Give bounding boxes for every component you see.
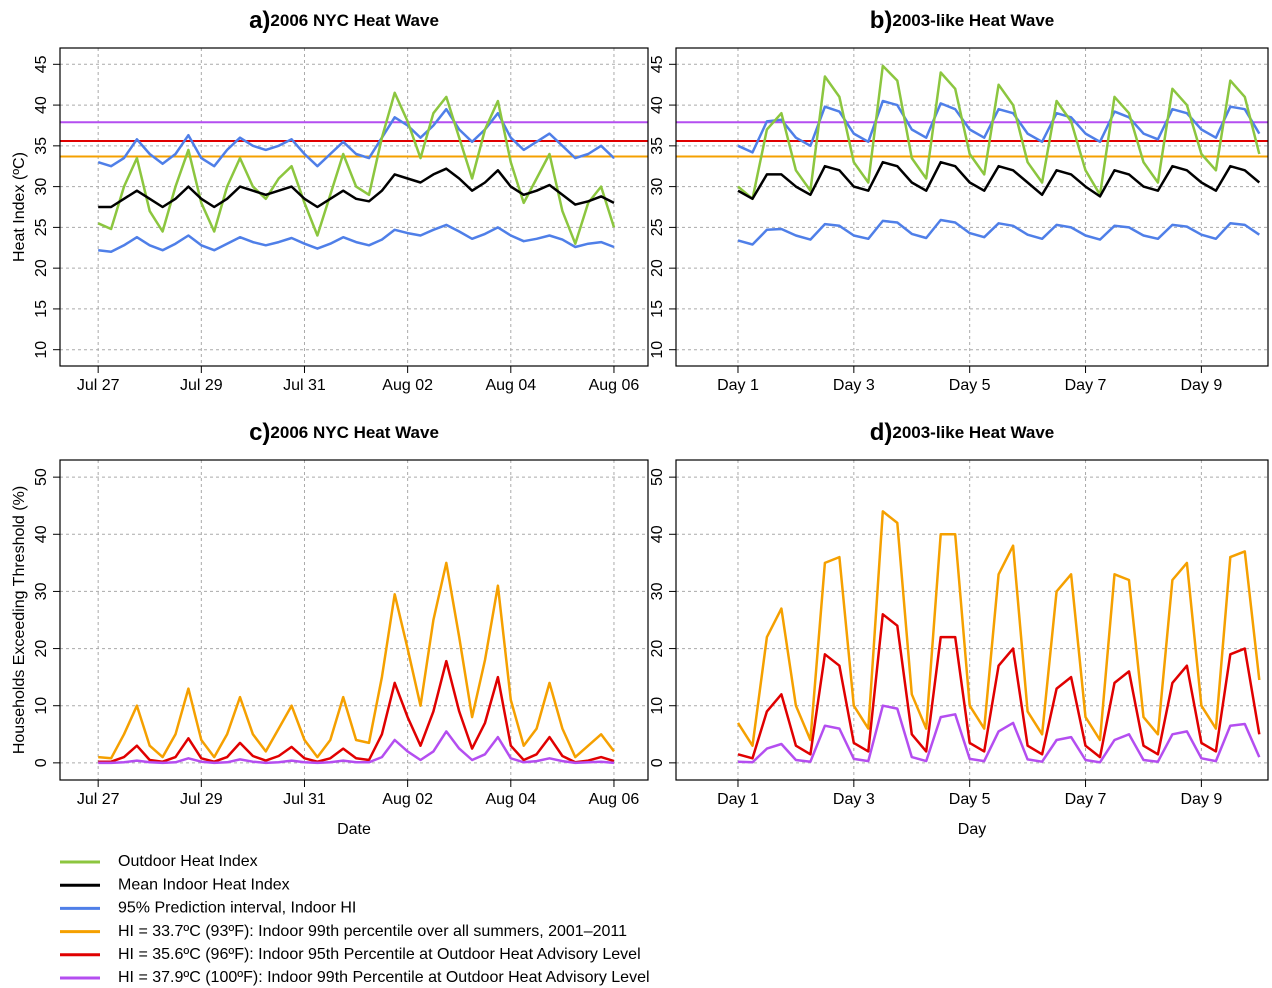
x-axis-title: Day — [958, 821, 986, 838]
x-tick-label: Day 3 — [833, 791, 875, 808]
x-tick-label: Day 9 — [1180, 377, 1222, 394]
x-tick-label: Jul 27 — [77, 377, 120, 394]
x-tick-label: Aug 06 — [589, 377, 640, 394]
x-tick-label: Day 9 — [1180, 791, 1222, 808]
x-tick-label: Day 7 — [1065, 791, 1107, 808]
panel-label: d) — [870, 419, 893, 446]
plot-frame — [59, 47, 649, 367]
y-tick-label: 30 — [649, 582, 666, 600]
plot-frame — [675, 459, 1269, 781]
x-axis-title: Date — [337, 821, 371, 838]
y-tick-label: 30 — [33, 178, 50, 196]
y-tick-label: 20 — [33, 640, 50, 658]
x-tick-label: Aug 06 — [589, 791, 640, 808]
y-tick-label: 30 — [649, 178, 666, 196]
series-line — [98, 659, 615, 764]
x-tick-label: Day 3 — [833, 377, 875, 394]
y-axis-title: Households Exceeding Threshold (%) — [11, 486, 28, 754]
x-tick-label: Jul 31 — [283, 791, 326, 808]
y-tick-label: 10 — [649, 341, 666, 359]
y-tick-label: 0 — [33, 758, 50, 767]
y-tick-label: 45 — [33, 55, 50, 73]
x-tick-label: Jul 27 — [77, 791, 120, 808]
y-tick-label: 25 — [33, 218, 50, 236]
series-line — [737, 64, 1261, 201]
y-tick-label: 0 — [649, 758, 666, 767]
legend-label: Outdoor Heat Index — [118, 853, 258, 870]
legend-label: HI = 35.6ºC (96ºF): Indoor 95th Percenti… — [118, 946, 641, 963]
title-text: 2006 NYC Heat Wave — [270, 11, 439, 30]
panel-label: c) — [249, 419, 270, 446]
y-tick-label: 50 — [33, 468, 50, 486]
y-tick-label: 35 — [649, 137, 666, 155]
y-tick-label: 50 — [649, 468, 666, 486]
y-tick-label: 20 — [649, 640, 666, 658]
series-line — [98, 730, 615, 765]
x-tick-label: Jul 31 — [283, 377, 326, 394]
series-line — [737, 160, 1261, 201]
y-tick-label: 40 — [33, 96, 50, 114]
x-tick-label: Jul 29 — [180, 791, 223, 808]
y-tick-label: 15 — [33, 300, 50, 318]
x-tick-label: Day 5 — [949, 377, 991, 394]
x-tick-label: Day 1 — [717, 791, 759, 808]
x-tick-label: Day 1 — [717, 377, 759, 394]
series-line — [97, 107, 615, 168]
y-tick-label: 45 — [649, 55, 666, 73]
legend-label: Mean Indoor Heat Index — [118, 876, 290, 893]
legend-label: HI = 37.9ºC (100ºF): Indoor 99th Percent… — [118, 969, 650, 986]
y-tick-label: 40 — [649, 96, 666, 114]
legend-label: HI = 33.7ºC (93ºF): Indoor 99th percenti… — [118, 923, 627, 940]
title-text: 2006 NYC Heat Wave — [270, 423, 439, 442]
y-tick-label: 20 — [649, 259, 666, 277]
series-line — [98, 223, 615, 254]
y-tick-label: 40 — [33, 525, 50, 543]
y-axis-title: Heat Index (ºC) — [11, 152, 28, 262]
title-text: 2003-like Heat Wave — [892, 11, 1054, 30]
panel-label: a) — [249, 7, 270, 34]
series-line — [736, 510, 1261, 747]
y-tick-label: 15 — [649, 300, 666, 318]
panel-label: b) — [870, 7, 893, 34]
y-tick-label: 10 — [649, 697, 666, 715]
x-tick-label: Aug 02 — [382, 377, 433, 394]
title-text: 2003-like Heat Wave — [892, 423, 1054, 442]
x-tick-label: Aug 02 — [382, 791, 433, 808]
panel-title: a)2006 NYC Heat Wave — [249, 7, 439, 34]
y-tick-label: 10 — [33, 697, 50, 715]
panel-title: c)2006 NYC Heat Wave — [249, 419, 439, 446]
legend-label: 95% Prediction interval, Indoor HI — [118, 900, 356, 917]
y-tick-label: 40 — [649, 525, 666, 543]
series-line — [98, 561, 615, 760]
y-tick-label: 20 — [33, 259, 50, 277]
series-line — [737, 99, 1261, 154]
series-line — [737, 704, 1261, 764]
plot-frame — [59, 459, 649, 781]
x-tick-label: Day 5 — [949, 791, 991, 808]
series-line — [98, 167, 615, 209]
x-tick-label: Day 7 — [1065, 377, 1107, 394]
y-tick-label: 25 — [649, 218, 666, 236]
y-tick-label: 10 — [33, 341, 50, 359]
series-line — [737, 613, 1261, 760]
y-tick-label: 30 — [33, 582, 50, 600]
x-tick-label: Jul 29 — [180, 377, 223, 394]
y-tick-label: 35 — [33, 137, 50, 155]
plot-frame — [675, 47, 1269, 367]
series-line — [97, 91, 616, 245]
panel-title: b)2003-like Heat Wave — [870, 7, 1055, 34]
panel-title: d)2003-like Heat Wave — [870, 419, 1055, 446]
x-tick-label: Aug 04 — [485, 377, 536, 394]
series-line — [737, 218, 1260, 246]
x-tick-label: Aug 04 — [485, 791, 536, 808]
